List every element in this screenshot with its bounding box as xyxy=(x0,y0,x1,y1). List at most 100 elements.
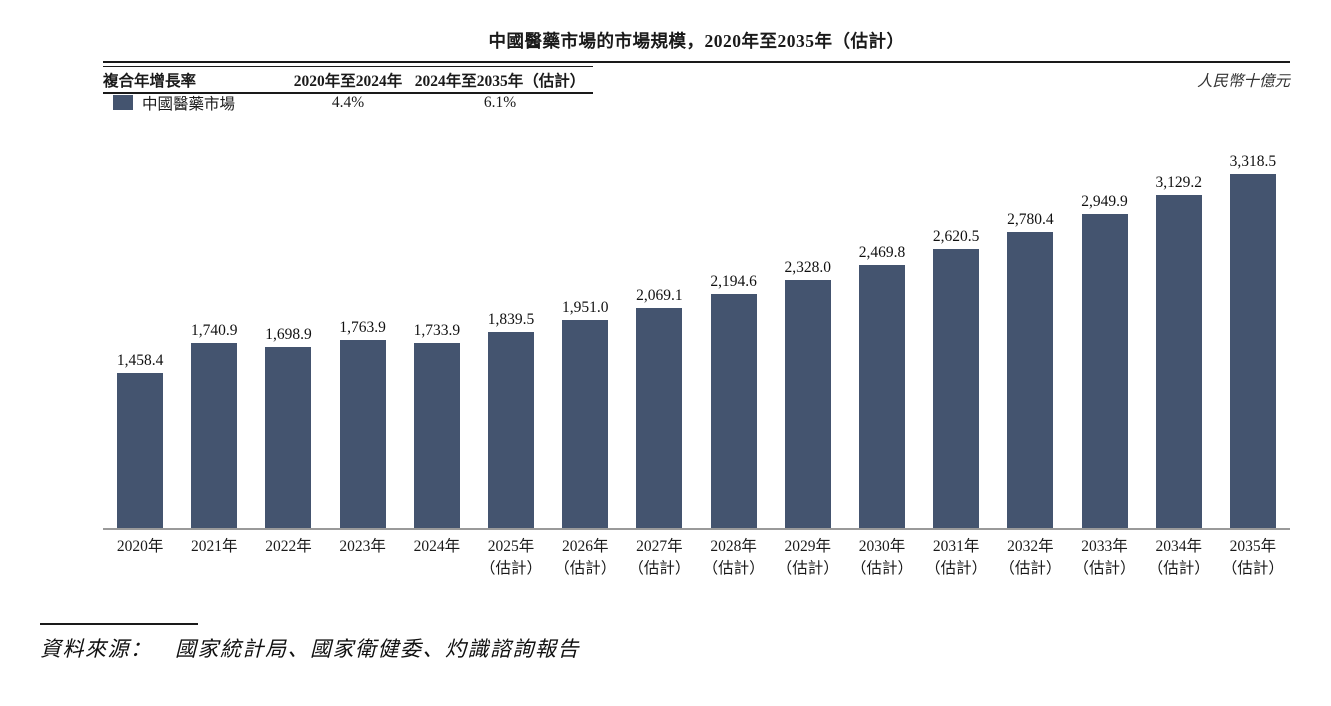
bar-slot: 2,780.4 xyxy=(993,211,1067,528)
bar xyxy=(117,372,164,528)
bar xyxy=(1007,231,1054,528)
bar xyxy=(858,264,905,528)
bar-value-label: 1,763.9 xyxy=(339,319,386,336)
x-axis-year: 2025年 xyxy=(487,538,535,555)
x-axis-estimate-tag: （估計） xyxy=(850,560,913,577)
bar-slot: 1,740.9 xyxy=(177,321,251,528)
x-axis-year: 2027年 xyxy=(636,538,683,555)
x-axis-estimate-tag: （估計） xyxy=(925,560,988,577)
x-axis-label: 2029年 （估計） xyxy=(771,536,845,580)
bar-chart-plot-area: 1,458.4 1,740.9 1,698.9 1,763.9 1,733.9 1,839… xyxy=(103,138,1290,530)
bar-value-label: 1,458.4 xyxy=(116,351,164,369)
x-axis-label: 2032年 （估計） xyxy=(993,536,1067,580)
x-axis-year: 2028年 xyxy=(710,538,757,555)
chart-title: 中國醫藥市場的市場規模，2020年至2035年（估計） xyxy=(488,31,905,51)
unit-label: 人民幣十億元 xyxy=(1196,73,1290,90)
x-axis-estimate-tag: （估計） xyxy=(1147,560,1210,577)
bar-slot: 1,458.4 xyxy=(103,352,177,528)
x-axis-estimate-tag: （估計） xyxy=(776,560,839,577)
legend-label: 中國醫藥市場 xyxy=(142,95,236,113)
bar xyxy=(933,248,980,528)
x-axis-estimate-tag: （估計） xyxy=(628,560,691,577)
x-axis-estimate-tag: （估計） xyxy=(702,560,765,577)
cagr-value-2020-2024: 4.4% xyxy=(331,93,365,111)
legend-item: 中國醫藥市場 xyxy=(103,92,293,114)
bar-value-label: 2,194.6 xyxy=(710,273,757,291)
x-axis-year: 2029年 xyxy=(784,538,832,555)
bar-value-label: 2,949.9 xyxy=(1081,192,1128,210)
x-axis-label: 2035年 （估計） xyxy=(1216,536,1290,580)
x-axis-label: 2027年 （估計） xyxy=(622,536,696,580)
bar xyxy=(784,279,831,528)
x-axis-label: 2024年 xyxy=(400,536,474,580)
bar xyxy=(636,307,683,528)
x-axis-label: 2034年 （估計） xyxy=(1142,536,1216,580)
bar-slot: 1,733.9 xyxy=(400,322,474,528)
bar xyxy=(265,346,312,528)
x-axis-label: 2023年 xyxy=(326,536,400,580)
bar xyxy=(191,342,238,528)
x-axis-year: 2022年 xyxy=(265,538,312,555)
x-axis-year: 2023年 xyxy=(339,538,386,555)
x-axis-label: 2026年 （估計） xyxy=(548,536,622,580)
cagr-table-header-row: 複合年增長率 2020年至2024年 2024年至2035年（估計） xyxy=(103,69,597,91)
bar-slot: 2,469.8 xyxy=(845,244,919,528)
bar-value-label: 1,740.9 xyxy=(191,321,238,339)
legend-swatch-icon xyxy=(113,95,133,110)
bar-value-label: 2,469.8 xyxy=(858,243,906,261)
x-axis-estimate-tag: （估計） xyxy=(480,560,543,577)
x-axis-estimate-tag: （估計） xyxy=(1073,560,1136,577)
bar xyxy=(413,343,460,528)
bar-slot: 2,620.5 xyxy=(919,228,993,528)
x-axis-label: 2022年 xyxy=(251,536,325,580)
x-axis-label: 2025年 （估計） xyxy=(474,536,548,580)
x-axis-year: 2030年 xyxy=(858,538,906,555)
bar xyxy=(1081,213,1128,528)
bar-value-label: 1,733.9 xyxy=(413,322,461,340)
cagr-header-period-2: 2024年至2035年（估計） xyxy=(414,73,586,90)
x-axis-year: 2035年 xyxy=(1229,538,1277,555)
bar-value-label: 1,698.9 xyxy=(265,325,312,343)
x-axis-estimate-tag: （估計） xyxy=(1221,560,1284,577)
bar xyxy=(488,332,535,528)
source-rule xyxy=(40,623,198,625)
bar-slot: 3,318.5 xyxy=(1216,153,1290,528)
x-axis-label: 2021年 xyxy=(177,536,251,580)
bar-slot: 2,328.0 xyxy=(771,259,845,528)
bar-value-label: 3,129.2 xyxy=(1155,173,1202,191)
bar-slot: 1,698.9 xyxy=(251,326,325,528)
bar-value-label: 2,620.5 xyxy=(932,227,980,245)
source-text: 資料來源： 國家統計局、國家衛健委、灼識諮詢報告 xyxy=(40,637,580,661)
x-axis-year: 2033年 xyxy=(1081,538,1128,555)
x-axis-year: 2021年 xyxy=(191,538,238,555)
bar-value-label: 3,318.5 xyxy=(1229,153,1277,171)
bar-slot: 2,069.1 xyxy=(622,286,696,528)
x-axis-year: 2031年 xyxy=(932,538,980,555)
x-axis-label: 2033年 （估計） xyxy=(1067,536,1141,580)
bar-slot: 3,129.2 xyxy=(1142,173,1216,528)
bar-value-label: 2,069.1 xyxy=(636,286,683,304)
x-axis-label: 2020年 xyxy=(103,536,177,580)
bar xyxy=(710,294,757,528)
x-axis-year: 2034年 xyxy=(1155,538,1202,555)
x-axis-year: 2024年 xyxy=(413,538,461,555)
bar-value-label: 2,780.4 xyxy=(1007,210,1054,228)
bar xyxy=(1155,194,1202,528)
bar-value-label: 1,951.0 xyxy=(561,299,609,317)
bar-value-label: 1,839.5 xyxy=(487,311,535,328)
top-rule xyxy=(103,61,1290,63)
bar-value-label: 2,328.0 xyxy=(784,258,832,276)
x-axis-label: 2030年 （估計） xyxy=(845,536,919,580)
x-axis-labels: 2020年 2021年 2022年 2023年 2024年 2025年 （估計） 2026年 （… xyxy=(103,536,1290,580)
cagr-table: 複合年增長率 2020年至2024年 2024年至2035年（估計） 中國醫藥市… xyxy=(103,69,597,114)
bar xyxy=(562,320,609,528)
cagr-table-header-rule xyxy=(103,92,593,94)
cagr-value-2024-2035: 6.1% xyxy=(483,93,517,111)
x-axis-year: 2032年 xyxy=(1007,538,1054,555)
x-axis-estimate-tag: （估計） xyxy=(554,560,617,577)
bar-slot: 1,839.5 xyxy=(474,311,548,528)
cagr-table-data-row: 中國醫藥市場 4.4% 6.1% xyxy=(103,91,597,114)
x-axis-label: 2031年 （估計） xyxy=(919,536,993,580)
cagr-header-metric: 複合年增長率 xyxy=(103,73,197,90)
